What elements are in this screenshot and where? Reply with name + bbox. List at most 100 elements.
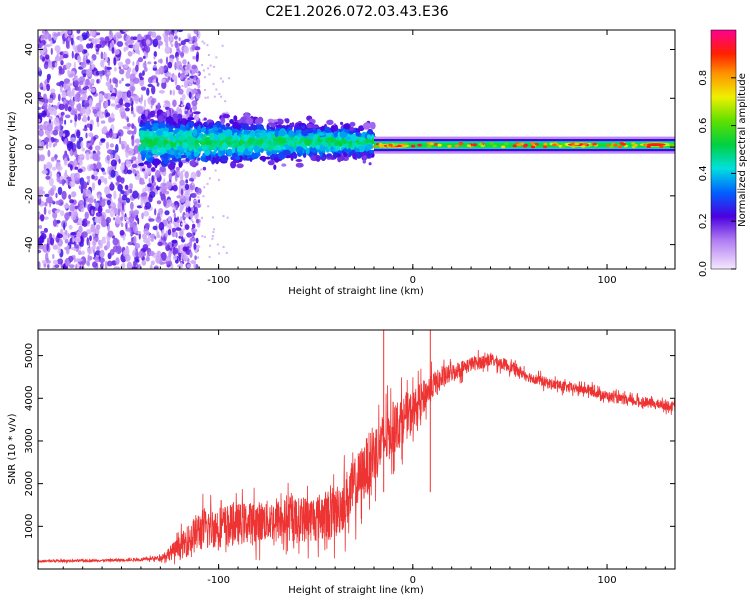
spectrogram-signal-cell (368, 162, 372, 166)
spectrogram-noise-cell (82, 218, 88, 228)
spectrogram-noise-cell (222, 215, 225, 218)
spectrogram-noise-cell (209, 244, 212, 247)
spectrogram-noise-cell (91, 174, 95, 180)
spectrogram-signal-cell (243, 129, 248, 135)
spectrogram-noise-cell (81, 181, 88, 190)
colorbar-tick-label: 0.8 (698, 70, 709, 86)
spectrogram-noise-cell (148, 250, 155, 257)
spectrogram-noise-cell (159, 58, 163, 64)
spectrogram-noise-cell (143, 210, 150, 217)
spectrogram-noise-cell (165, 261, 172, 265)
spectrogram-signal-cell (305, 147, 310, 155)
spectrogram-noise-cell (118, 95, 121, 99)
spectrogram-noise-cell (88, 241, 91, 247)
spectrogram-noise-cell (95, 44, 102, 49)
snr-panel: -100 0 100 1000 2000 3000 4000 5000 Height of s… (7, 329, 676, 596)
spectrogram-signal-cell (140, 119, 143, 127)
spectrogram-signal-cell (274, 129, 279, 137)
spectrogram-noise-cell (152, 67, 158, 71)
spectrogram-noise-cell (81, 32, 88, 40)
spectrogram-noise-cell (101, 168, 105, 173)
spectrogram-noise-cell (77, 113, 82, 121)
spectrogram-noise-cell (163, 100, 170, 104)
spectrogram-noise-cell (128, 150, 132, 154)
spectrogram-noise-cell (179, 179, 185, 186)
spectrogram-noise-cell (154, 208, 157, 216)
spectrogram-signal-cell (265, 139, 270, 143)
colorbar-gradient (710, 29, 737, 270)
spectrogram-noise-cell (190, 219, 193, 222)
spectrogram-noise-cell (122, 234, 126, 241)
spectrogram-noise-cell (86, 68, 93, 78)
spectrogram-noise-cell (212, 82, 215, 85)
spectrogram-noise-cell (180, 223, 183, 226)
spectrogram-signal-cell (359, 137, 364, 143)
spectrogram-noise-cell (126, 188, 130, 195)
spectrogram-signal-cell (349, 126, 355, 131)
spectrogram-signal-cell (355, 128, 361, 134)
spectrogram-noise-cell (158, 221, 165, 231)
spectrogram-noise-cell (48, 115, 53, 121)
spectrogram-noise-cell (197, 72, 200, 75)
spectrogram-noise-cell (46, 242, 49, 252)
spectrogram-noise-cell (192, 104, 198, 111)
spectrogram-noise-cell (176, 219, 181, 223)
spectrogram-signal-cell (249, 136, 255, 143)
spectrogram-noise-cell (184, 171, 189, 179)
spectrogram-noise-cell (38, 249, 42, 254)
spectrogram-noise-cell (184, 224, 190, 231)
spectrogram-noise-cell (85, 189, 92, 197)
spectrogram-signal-cell (272, 119, 279, 123)
spectrogram-noise-cell (126, 261, 133, 269)
spectrogram-noise-cell (216, 243, 219, 246)
spectrogram-noise-cell (173, 217, 178, 222)
spectrogram-noise-cell (156, 82, 160, 87)
spectrogram-noise-cell (147, 61, 152, 65)
spectrogram-noise-cell (62, 133, 66, 138)
spectrogram-noise-cell (181, 188, 183, 196)
spectrogram-noise-cell (178, 254, 181, 262)
spectrogram-noise-cell (125, 58, 131, 65)
spectrogram-noise-cell (144, 230, 150, 236)
spectrogram-noise-cell (227, 117, 230, 120)
spectrogram-noise-cell (167, 76, 171, 81)
spectrogram-signal-cell (333, 152, 338, 160)
snr-ytick-label: 2000 (24, 471, 35, 496)
spectrogram-noise-cell (156, 231, 160, 238)
spectrogram-band-cell (378, 142, 383, 146)
spectrogram-noise-cell (131, 87, 134, 96)
spectrogram-noise-cell (218, 93, 221, 95)
spectrogram-noise-cell (208, 177, 211, 180)
spectrogram-noise-cell (186, 79, 189, 88)
spectrogram-noise-cell (179, 194, 186, 203)
spectrogram-noise-cell (167, 61, 173, 69)
colorbar-tick-label: 0.0 (698, 261, 709, 277)
spectrogram-noise-cell (126, 123, 131, 128)
spectrogram-noise-cell (133, 235, 137, 245)
spectrogram-noise-cell (215, 88, 218, 91)
spectrogram-noise-cell (77, 251, 82, 255)
spectrogram-noise-cell (132, 43, 139, 51)
colorbar-tick-label: 0.6 (698, 118, 709, 134)
spectrogram-noise-cell (195, 54, 199, 62)
spectrogram-noise-cell (67, 69, 71, 77)
spectrogram-noise-cell (98, 114, 105, 119)
spectrogram-noise-cell (76, 104, 79, 111)
spectrogram-noise-cell (175, 60, 182, 70)
spectrogram-noise-cell (110, 169, 116, 178)
spectrogram-noise-cell (88, 33, 91, 37)
spectrogram-noise-cell (110, 154, 114, 160)
spectrogram-noise-cell (153, 51, 157, 58)
spectrogram-noise-cell (50, 47, 53, 55)
spectrogram-noise-cell (152, 38, 159, 48)
spectrogram-signal-cell (226, 148, 233, 156)
spectrogram-noise-cell (155, 170, 161, 178)
spectrogram-noise-cell (113, 133, 117, 139)
spectrogram-noise-cell (203, 186, 206, 189)
spectrogram-noise-cell (147, 83, 153, 88)
spectrogram-signal-cell (288, 130, 295, 138)
spectrogram-band-cell (621, 142, 626, 146)
spectrogram-noise-cell (96, 150, 101, 156)
spectrogram-noise-cell (119, 97, 124, 106)
spectrogram-noise-cell (74, 166, 79, 170)
